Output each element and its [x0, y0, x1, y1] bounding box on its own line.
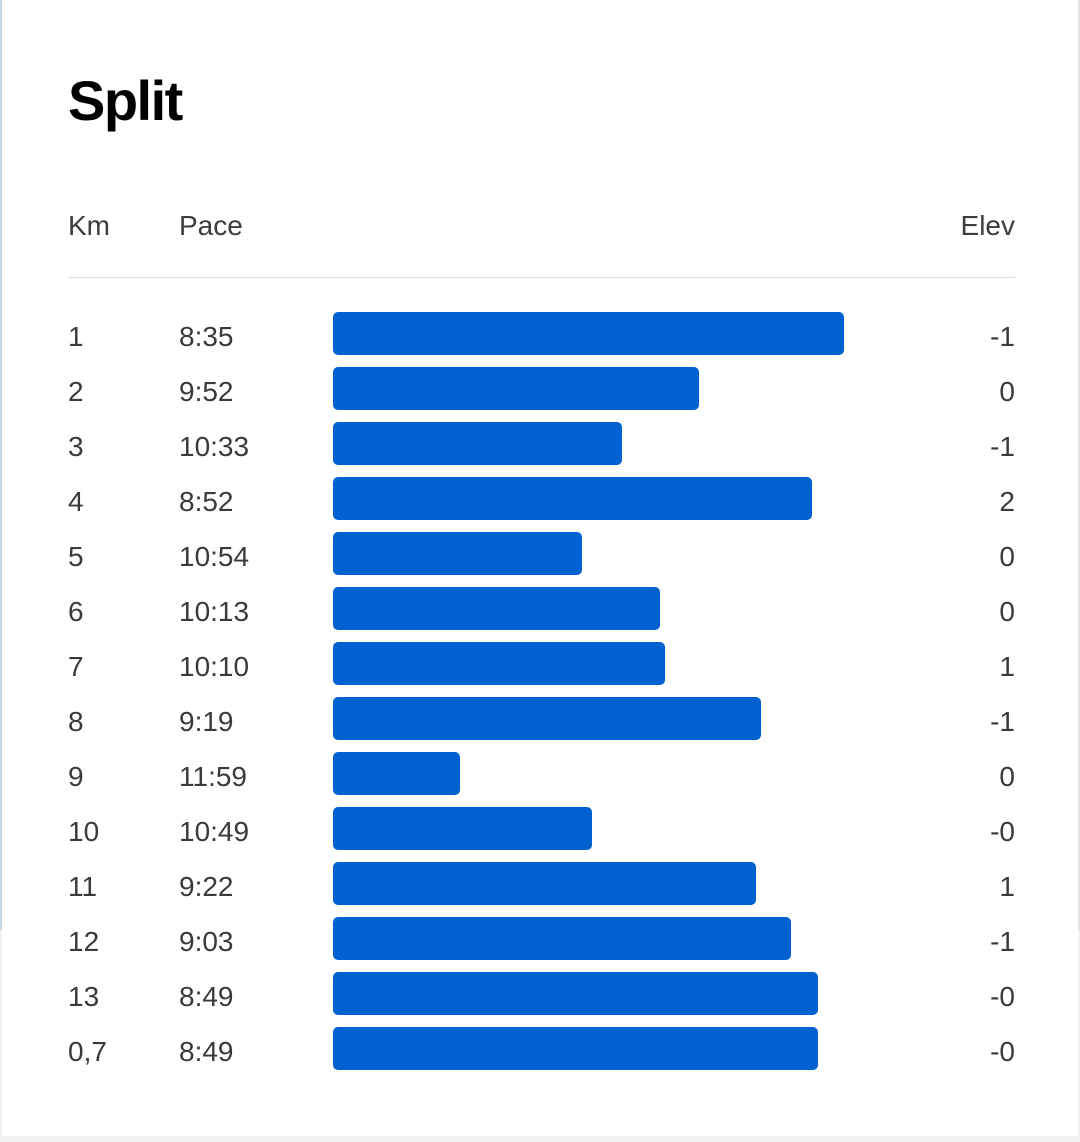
split-row: 10 10:49 -0	[68, 805, 1015, 860]
split-km-label: 7	[68, 651, 84, 682]
split-pace-label: 8:49	[179, 981, 234, 1012]
split-elev-label: 0	[999, 761, 1015, 792]
split-km-label: 3	[68, 431, 84, 462]
split-row: 13 8:49 -0	[68, 970, 1015, 1025]
split-pace-label: 8:49	[179, 1036, 234, 1067]
split-pace-label: 9:19	[179, 706, 234, 737]
split-row: 6 10:13 0	[68, 585, 1015, 640]
column-header: Km Pace Elev	[68, 206, 1015, 246]
split-row: 7 10:10 1	[68, 640, 1015, 695]
split-km-label: 5	[68, 541, 84, 572]
split-km-label: 6	[68, 596, 84, 627]
split-km-label: 0,7	[68, 1036, 107, 1067]
split-km-label: 12	[68, 926, 100, 957]
split-elev-label: -1	[990, 926, 1015, 957]
split-pace-label: 8:35	[179, 321, 234, 352]
left-edge	[0, 0, 2, 930]
split-rows: 1 8:35 -1 2 9:52 0 3 10:33 -1 4 8:52 2 5 10:54 0 6 10:13…	[68, 310, 1015, 1080]
split-pace-bar	[333, 697, 761, 740]
split-elev-label: 1	[999, 871, 1015, 902]
split-row: 4 8:52 2	[68, 475, 1015, 530]
split-pace-bar	[333, 752, 460, 795]
split-pace-label: 10:49	[179, 816, 250, 847]
split-km-label: 4	[68, 486, 84, 517]
split-km-label: 2	[68, 376, 84, 407]
header-divider	[68, 277, 1015, 278]
split-row: 11 9:22 1	[68, 860, 1015, 915]
split-pace-bar	[333, 367, 699, 410]
split-elev-label: 0	[999, 541, 1015, 572]
split-pace-bar	[333, 1027, 818, 1070]
split-pace-label: 10:54	[179, 541, 250, 572]
split-row: 9 11:59 0	[68, 750, 1015, 805]
split-km-label: 13	[68, 981, 100, 1012]
split-row: 3 10:33 -1	[68, 420, 1015, 475]
column-header-pace: Pace	[179, 210, 243, 241]
split-pace-label: 8:52	[179, 486, 234, 517]
split-pace-label: 10:33	[179, 431, 250, 462]
split-elev-label: -0	[990, 816, 1015, 847]
split-elev-label: -1	[990, 431, 1015, 462]
card-title: Split	[68, 69, 183, 132]
split-km-label: 10	[68, 816, 100, 847]
split-elev-label: -0	[990, 1036, 1015, 1067]
split-pace-label: 11:59	[179, 761, 247, 792]
split-pace-label: 9:03	[179, 926, 234, 957]
split-pace-bar	[333, 532, 582, 575]
split-km-label: 1	[68, 321, 84, 352]
split-km-label: 11	[68, 871, 98, 902]
split-row: 12 9:03 -1	[68, 915, 1015, 970]
split-pace-bar	[333, 642, 665, 685]
split-elev-label: 0	[999, 596, 1015, 627]
split-row: 0,7 8:49 -0	[68, 1025, 1015, 1080]
split-elev-label: -1	[990, 706, 1015, 737]
split-pace-label: 9:52	[179, 376, 234, 407]
column-header-elev: Elev	[960, 210, 1015, 241]
split-row: 2 9:52 0	[68, 365, 1015, 420]
split-elev-label: 0	[999, 376, 1015, 407]
split-elev-label: 2	[999, 486, 1015, 517]
split-row: 5 10:54 0	[68, 530, 1015, 585]
right-edge	[1078, 0, 1080, 930]
split-km-label: 9	[68, 761, 84, 792]
split-km-label: 8	[68, 706, 84, 737]
split-pace-bar	[333, 807, 592, 850]
split-pace-label: 10:13	[179, 596, 250, 627]
split-pace-bar	[333, 917, 791, 960]
column-header-km: Km	[68, 210, 110, 241]
split-elev-label: 1	[999, 651, 1015, 682]
split-elev-label: -0	[990, 981, 1015, 1012]
split-pace-bar	[333, 862, 756, 905]
split-pace-bar	[333, 972, 818, 1015]
split-row: 1 8:35 -1	[68, 310, 1015, 365]
split-elev-label: -1	[990, 321, 1015, 352]
split-pace-label: 10:10	[179, 651, 250, 682]
split-pace-bar	[333, 477, 812, 520]
split-pace-bar	[333, 312, 844, 355]
split-row: 8 9:19 -1	[68, 695, 1015, 750]
split-pace-label: 9:22	[179, 871, 234, 902]
split-pace-bar	[333, 422, 622, 465]
split-pace-bar	[333, 587, 660, 630]
